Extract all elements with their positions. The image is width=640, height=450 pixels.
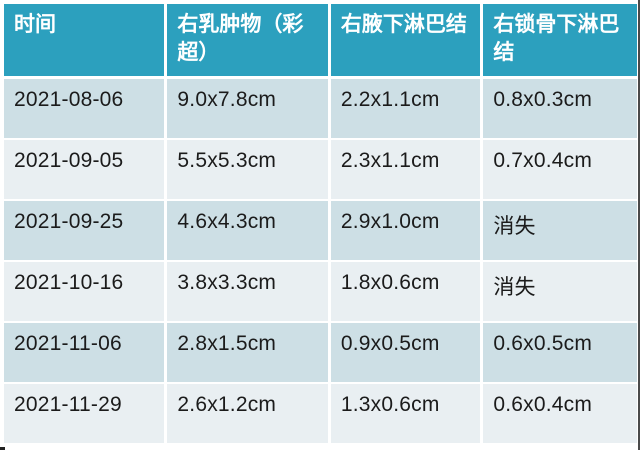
table-row: 2021-09-05 5.5x5.3cm 2.3x1.1cm 0.7x0.4cm	[4, 140, 637, 201]
col-header-axillary-node: 右腋下淋巴结	[330, 4, 484, 79]
table-cell: 4.6x4.3cm	[167, 201, 331, 262]
table-row: 2021-11-06 2.8x1.5cm 0.9x0.5cm 0.6x0.5cm	[4, 323, 637, 384]
measurements-table: 时间 右乳肿物（彩超） 右腋下淋巴结 右锁骨下淋巴结 2021-08-06 9.0…	[4, 4, 637, 445]
table-row: 2021-10-16 3.8x3.3cm 1.8x0.6cm 消失	[4, 262, 637, 323]
table-cell: 2.9x1.0cm	[330, 201, 484, 262]
table-cell: 0.6x0.5cm	[483, 323, 637, 384]
table-cell: 2.2x1.1cm	[330, 79, 484, 140]
table-cell: 2021-11-06	[4, 323, 168, 384]
table-row: 2021-09-25 4.6x4.3cm 2.9x1.0cm 消失	[4, 201, 637, 262]
table-cell: 2021-11-29	[4, 384, 168, 445]
table-cell: 2.8x1.5cm	[167, 323, 331, 384]
table-cell: 3.8x3.3cm	[167, 262, 331, 323]
table-row: 2021-08-06 9.0x7.8cm 2.2x1.1cm 0.8x0.3cm	[4, 79, 637, 140]
table-cell: 消失	[483, 262, 637, 323]
table-cell: 消失	[483, 201, 637, 262]
table-cell: 9.0x7.8cm	[167, 79, 331, 140]
col-header-subclavicular-node: 右锁骨下淋巴结	[483, 4, 637, 79]
table-cell: 5.5x5.3cm	[167, 140, 331, 201]
table-cell: 1.8x0.6cm	[330, 262, 484, 323]
table-cell: 2021-10-16	[4, 262, 168, 323]
table-cell: 2.3x1.1cm	[330, 140, 484, 201]
col-header-time: 时间	[4, 4, 168, 79]
table-cell: 2.6x1.2cm	[167, 384, 331, 445]
col-header-breast-mass: 右乳肿物（彩超）	[167, 4, 331, 79]
table-cell: 2021-09-25	[4, 201, 168, 262]
table-cell: 2021-09-05	[4, 140, 168, 201]
header-row: 时间 右乳肿物（彩超） 右腋下淋巴结 右锁骨下淋巴结	[4, 4, 637, 79]
table-cell: 2021-08-06	[4, 79, 168, 140]
table-cell: 0.9x0.5cm	[330, 323, 484, 384]
table-cell: 0.6x0.4cm	[483, 384, 637, 445]
table-cell: 0.8x0.3cm	[483, 79, 637, 140]
table-row: 2021-11-29 2.6x1.2cm 1.3x0.6cm 0.6x0.4cm	[4, 384, 637, 445]
table-body: 2021-08-06 9.0x7.8cm 2.2x1.1cm 0.8x0.3cm 202…	[4, 79, 637, 445]
bottom-left-edge-mark	[0, 447, 5, 450]
table-cell: 0.7x0.4cm	[483, 140, 637, 201]
table-cell: 1.3x0.6cm	[330, 384, 484, 445]
